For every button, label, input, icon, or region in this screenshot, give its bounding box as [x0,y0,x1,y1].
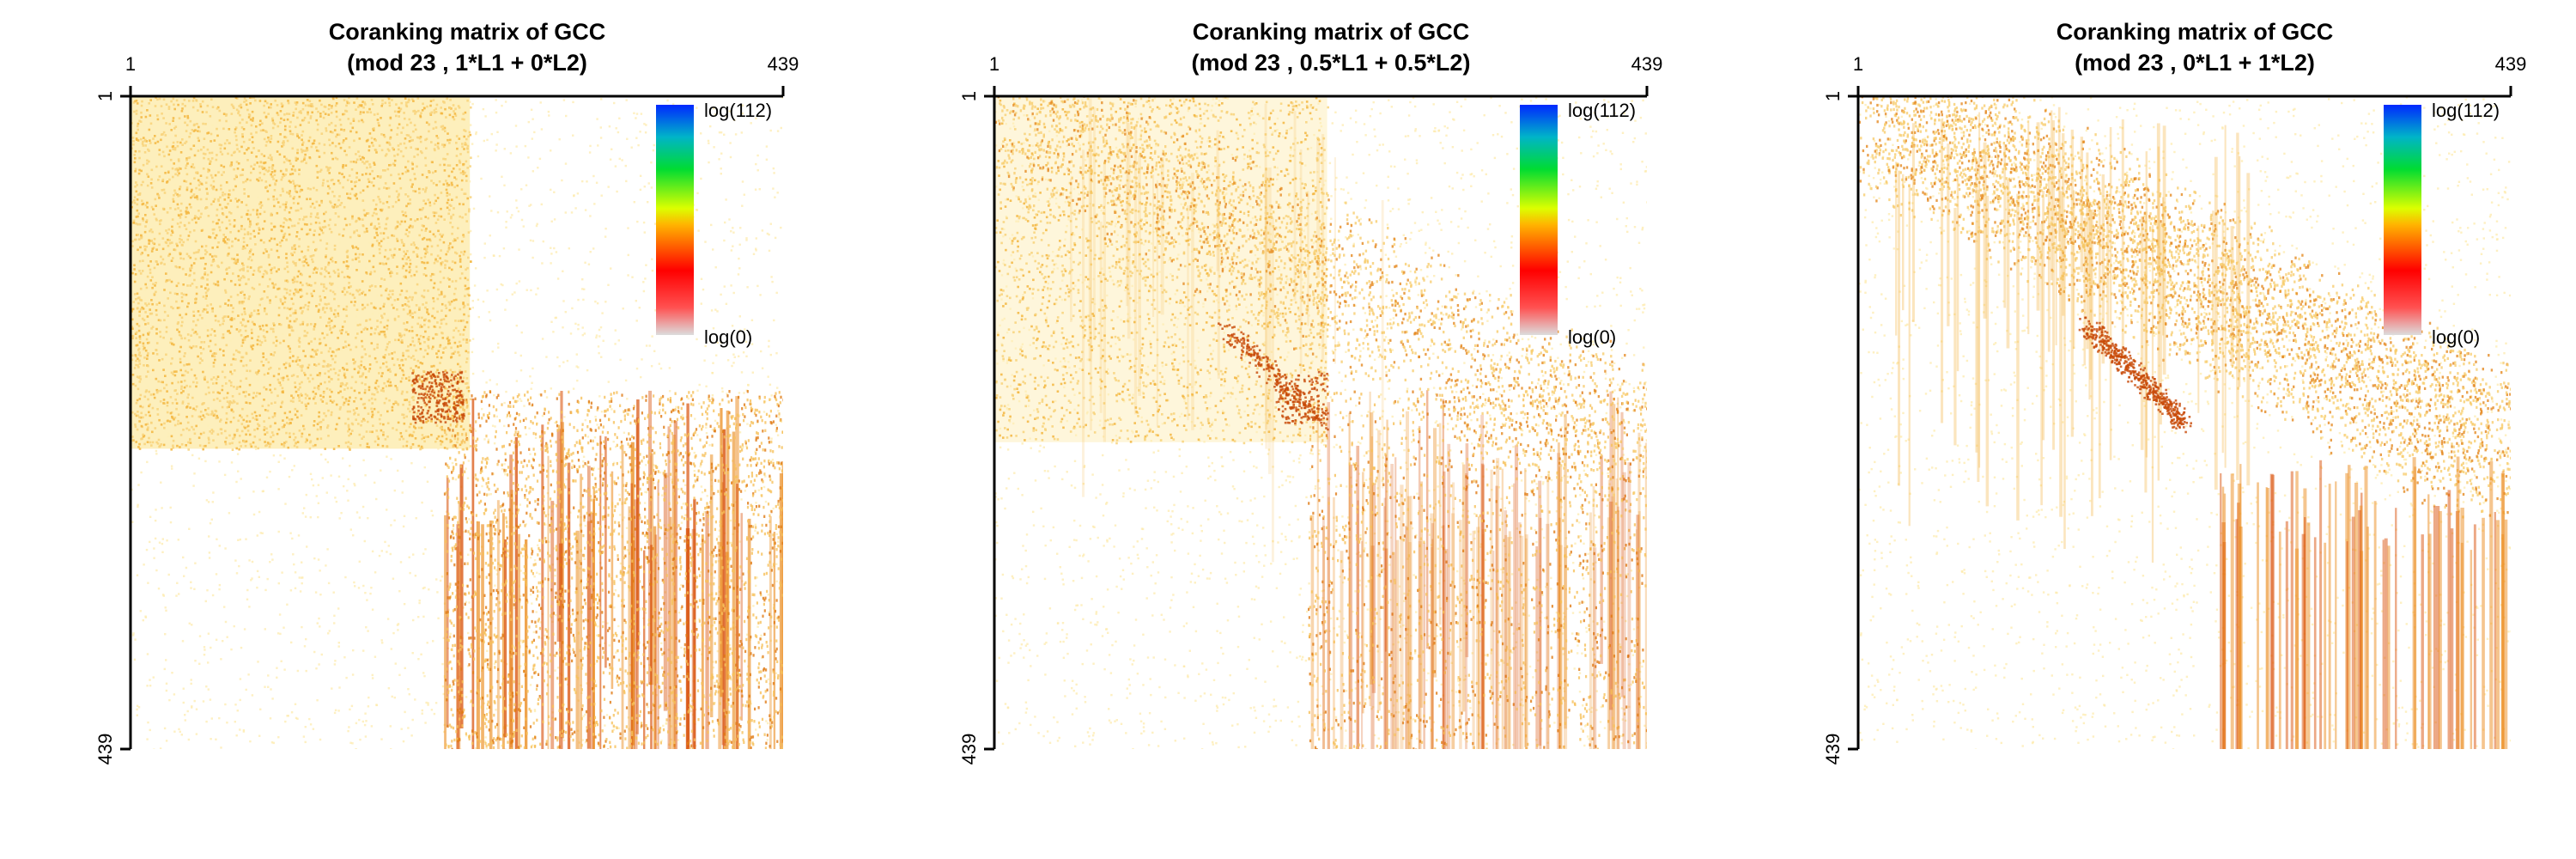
colorbar-max-label: log(112) [704,100,772,121]
y-tick-label-first: 1 [94,91,116,101]
colorbar-min-label: log(0) [2432,326,2480,348]
colorbar [2384,105,2421,335]
y-tick-label-last: 439 [1822,734,1844,765]
panel-3: Coranking matrix of GCC (mod 23 , 0*L1 + … [1822,19,2526,765]
panel-title-line1: Coranking matrix of GCC [1193,19,1470,45]
x-tick-label-first: 1 [989,53,999,75]
colorbar [656,105,694,335]
colorbar [1520,105,1558,335]
colorbar-max-label: log(112) [2432,100,2500,121]
panel-title-line1: Coranking matrix of GCC [2057,19,2334,45]
colorbar-legend: log(112) log(0) [656,100,772,348]
colorbar-min-label: log(0) [704,326,752,348]
panel-title-line2: (mod 23 , 0.5*L1 + 0.5*L2) [1192,50,1471,76]
heatmap-area [994,96,1647,749]
y-tick-label-last: 439 [94,734,116,765]
y-tick-label-first: 1 [1822,91,1844,101]
axes: 1 439 1 439 [1822,53,2526,765]
panel-2: Coranking matrix of GCC (mod 23 , 0.5*L1 … [958,19,1662,765]
x-tick-label-first: 1 [125,53,136,75]
panel-1: Coranking matrix of GCC (mod 23 , 1*L1 + … [94,19,799,765]
x-tick-label-last: 439 [1631,53,1663,75]
x-tick-label-first: 1 [1853,53,1863,75]
panel-title-line1: Coranking matrix of GCC [329,19,606,45]
panel-title-line2: (mod 23 , 1*L1 + 0*L2) [347,50,587,76]
axes: 1 439 1 439 [94,53,799,765]
y-tick-label-first: 1 [958,91,980,101]
colorbar-legend: log(112) log(0) [2384,100,2500,348]
y-tick-label-last: 439 [958,734,980,765]
heatmap-area [1858,96,2511,749]
colorbar-max-label: log(112) [1568,100,1636,121]
axes: 1 439 1 439 [958,53,1662,765]
colorbar-min-label: log(0) [1568,326,1616,348]
panel-title-line2: (mod 23 , 0*L1 + 1*L2) [2075,50,2315,76]
x-tick-label-last: 439 [768,53,799,75]
x-tick-label-last: 439 [2495,53,2527,75]
colorbar-legend: log(112) log(0) [1520,100,1636,348]
